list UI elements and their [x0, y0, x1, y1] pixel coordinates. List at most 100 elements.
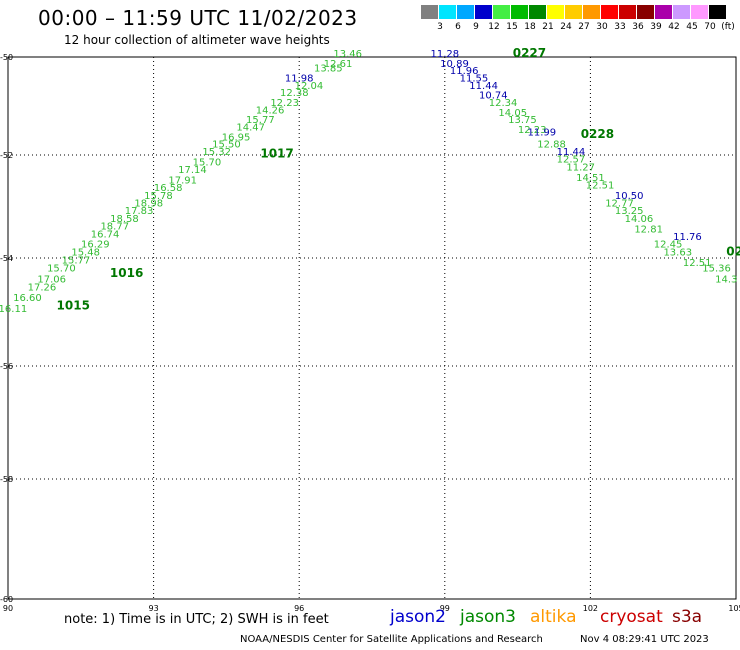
wave-height-label: 12.51: [586, 180, 615, 191]
color-scale-label: 39: [650, 22, 662, 32]
wave-height-label: 15.70: [193, 157, 222, 168]
wave-height-label: 12.04: [295, 81, 324, 92]
wave-height-label: 15.70: [47, 264, 76, 275]
color-scale-label: 6: [455, 22, 461, 32]
color-scale-label: 15: [506, 22, 518, 32]
color-scale-label: 12: [488, 22, 500, 32]
wave-height-label: 14.3: [715, 274, 737, 285]
wave-height-label: 18.58: [110, 214, 139, 225]
pass-time-label: 0227: [513, 46, 546, 60]
wave-height-label: 18.77: [100, 222, 129, 233]
wave-height-label: 11.96: [450, 66, 479, 77]
wave-height-label: 11.76: [673, 232, 702, 243]
color-scale-label: 24: [560, 22, 572, 32]
color-swatch: [457, 5, 474, 19]
wave-height-label: 13.63: [663, 247, 692, 258]
color-swatch: [691, 5, 708, 19]
wave-height-label: 17.06: [37, 274, 66, 285]
wave-height-label: 17.91: [168, 175, 197, 186]
longitude-label: 99: [440, 604, 450, 613]
wave-height-label: 14.26: [256, 105, 285, 116]
color-scale-label: 27: [578, 22, 590, 32]
jason3-ascending-track: 16.1116.6017.2617.0615.7015.7715.4816.29…: [0, 49, 362, 315]
wave-height-label: 12.61: [324, 59, 353, 70]
color-swatch: [583, 5, 600, 19]
wave-height-label: 16.74: [91, 229, 120, 240]
wave-height-label: 11.99: [528, 127, 557, 138]
generation-timestamp: Nov 4 08:29:41 UTC 2023: [580, 634, 709, 645]
wave-height-label: 12.57: [557, 155, 586, 166]
longitude-label: 90: [3, 604, 13, 613]
wave-height-label: 12.23: [270, 98, 299, 109]
color-swatch: [709, 5, 726, 19]
wave-height-label: 15.36: [702, 264, 731, 275]
wave-height-label: 16.29: [81, 240, 110, 251]
satellite-legend-jason3: jason3: [460, 607, 516, 627]
color-swatch: [493, 5, 510, 19]
wave-height-label: 17.26: [28, 282, 57, 293]
color-scale-label: 36: [632, 22, 644, 32]
pass-time-label: 1016: [110, 266, 143, 280]
satellite-legend-cryosat: cryosat: [600, 607, 663, 627]
latitude-label: -60: [0, 595, 13, 604]
satellite-legend-altika: altika: [530, 607, 577, 627]
color-scale-label: 33: [614, 22, 626, 32]
color-scale-label: (ft): [721, 22, 735, 32]
wave-height-label: 12.38: [280, 88, 309, 99]
wave-height-label: 14.47: [236, 123, 265, 134]
latitude-label: -58: [0, 475, 13, 484]
color-scale-label: 3: [437, 22, 443, 32]
color-swatch: [511, 5, 528, 19]
color-swatch: [529, 5, 546, 19]
longitude-label: 93: [149, 604, 159, 613]
satellite-legend-jason2: jason2: [390, 607, 446, 627]
wave-height-label: 10.89: [440, 59, 469, 70]
longitude-label: 102: [583, 604, 598, 613]
wave-height-label: 14.51: [576, 173, 605, 184]
wave-height-label: 16.95: [222, 132, 251, 143]
wave-height-label: 12.34: [489, 98, 518, 109]
wave-height-label: 11.28: [430, 49, 459, 60]
wave-height-label: 11.98: [285, 74, 314, 85]
wave-height-label: 11.44: [469, 81, 498, 92]
wave-height-label: 12.51: [683, 258, 712, 269]
graticule: [7, 56, 737, 600]
color-swatch: [421, 5, 438, 19]
wave-height-label: 11.27: [566, 162, 595, 173]
wave-height-label: 16.58: [154, 183, 183, 194]
color-swatch: [439, 5, 456, 19]
color-scale-label: 21: [542, 22, 554, 32]
color-scale-label: 42: [668, 22, 680, 32]
pass-time-labels: 1015 1016 1017 0227 0228 02: [57, 46, 740, 312]
color-swatch: [673, 5, 690, 19]
wave-height-label: 17.14: [178, 165, 207, 176]
wave-height-label: 16.11: [0, 304, 27, 315]
latitude-label: -56: [0, 362, 13, 371]
satellite-tracks: 16.1116.6017.2617.0615.7015.7715.4816.29…: [0, 49, 737, 315]
latitude-label: -52: [0, 151, 13, 160]
wave-height-label: 12.88: [537, 140, 566, 151]
wave-height-label: 18.98: [134, 199, 163, 210]
footer-note: note: 1) Time is in UTC; 2) SWH is in fe…: [64, 612, 329, 627]
wave-height-label: 12.45: [654, 240, 683, 251]
color-scale-label: 30: [596, 22, 608, 32]
map-title: 00:00 – 11:59 UTC 11/02/2023: [38, 6, 358, 30]
color-swatch: [547, 5, 564, 19]
color-swatch: [601, 5, 618, 19]
color-swatch: [475, 5, 492, 19]
pass-time-label: 1015: [57, 298, 90, 312]
color-swatch: [637, 5, 654, 19]
wave-height-label: 11.55: [460, 74, 489, 85]
jason2-descending-track: 11.2810.8911.9611.5511.4410.7411.9911.44…: [430, 49, 701, 243]
wave-height-label: 15.50: [212, 140, 241, 151]
pass-time-label: 02: [726, 244, 740, 258]
longitude-label: 96: [294, 604, 304, 613]
wave-height-label: 10.50: [615, 191, 644, 202]
longitude-label: 105: [728, 604, 740, 613]
color-scale-label: 45: [686, 22, 698, 32]
wave-height-label: 16.60: [13, 293, 42, 304]
pass-time-label: 1017: [260, 147, 293, 161]
